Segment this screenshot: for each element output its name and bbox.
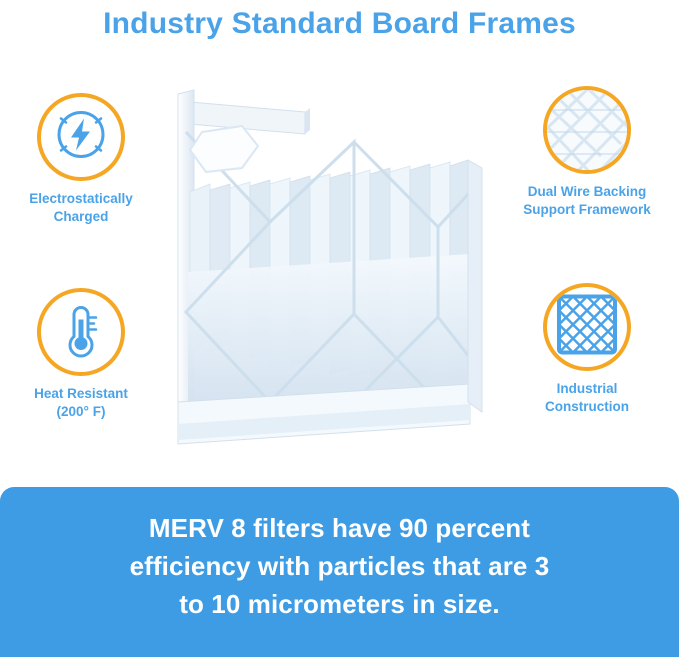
banner-text: MERV 8 filters have 90 percent efficienc…: [0, 509, 679, 623]
feature-label: Industrial Construction: [512, 380, 662, 416]
feature-icon-circle: [543, 86, 631, 174]
feature-label-line1: Electrostatically: [29, 191, 133, 206]
feature-label-line2: Construction: [545, 399, 629, 414]
page-title: Industry Standard Board Frames: [103, 7, 576, 40]
feature-label-line1: Heat Resistant: [34, 386, 128, 401]
banner-line-3: to 10 micrometers in size.: [179, 589, 500, 619]
banner-line-1: MERV 8 filters have 90 percent: [148, 513, 531, 543]
merv-info-banner: MERV 8 filters have 90 percent efficienc…: [0, 487, 679, 657]
feature-label-line2: Charged: [53, 209, 109, 224]
thermometer-icon: [56, 302, 106, 363]
feature-label: Dual Wire Backing Support Framework: [512, 183, 662, 219]
feature-label: Electrostatically Charged: [6, 190, 156, 226]
banner-line-2: efficiency with particles that are 3: [129, 551, 550, 581]
lightning-bolt-icon: [55, 109, 107, 166]
filter-svg: [177, 89, 483, 445]
feature-label-line2: (200° F): [56, 404, 106, 419]
wire-mesh-icon: [547, 90, 627, 170]
feature-label-line1: Dual Wire Backing: [527, 184, 647, 199]
feature-label-line2: Support Framework: [523, 202, 651, 217]
feature-dual-wire-backing: Dual Wire Backing Support Framework: [512, 86, 662, 219]
feature-industrial-construction: Industrial Construction: [512, 283, 662, 416]
feature-label-line1: Industrial: [556, 381, 618, 396]
feature-icon-circle: [543, 283, 631, 371]
feature-label: Heat Resistant (200° F): [6, 385, 156, 421]
feature-icon-circle: [37, 93, 125, 181]
air-filter-illustration: [150, 72, 530, 472]
grid-frame-icon: [556, 294, 618, 361]
feature-icon-circle: [37, 288, 125, 376]
feature-heat-resistant: Heat Resistant (200° F): [6, 288, 156, 421]
feature-electrostatically-charged: Electrostatically Charged: [6, 93, 156, 226]
